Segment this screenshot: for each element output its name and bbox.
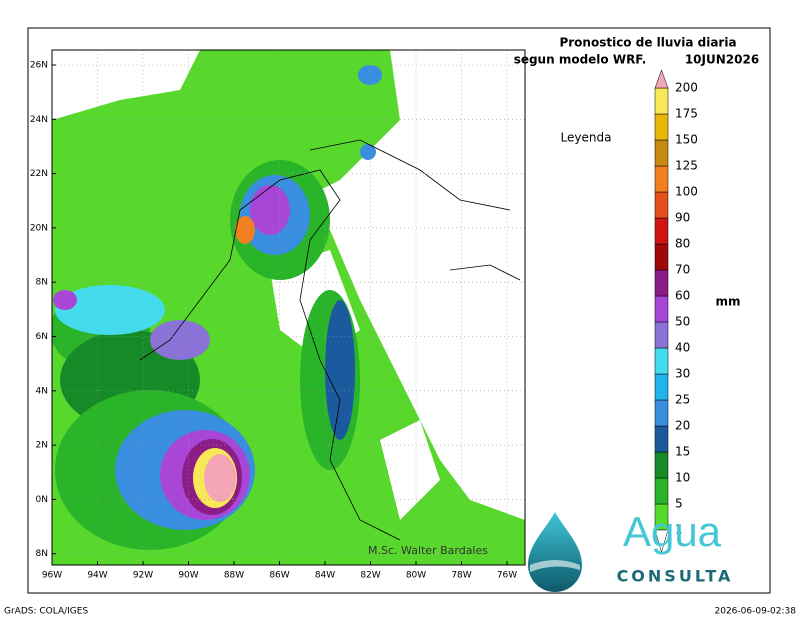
colorbar-label: 70 <box>675 263 690 277</box>
footer-right: 2026-06-09-02:38 <box>715 607 797 617</box>
colorbar-segment <box>654 425 669 453</box>
lon-label: 94W <box>87 571 107 581</box>
colorbar-segment <box>654 451 669 479</box>
colorbar-label: 5 <box>675 497 683 511</box>
logo-word: CONSULTA <box>617 567 734 586</box>
lat-label: 20N <box>30 223 48 233</box>
lat-label: 4N <box>36 386 48 396</box>
colorbar-label: 175 <box>675 107 698 121</box>
lon-label: 96W <box>42 571 62 581</box>
colorbar-segment <box>654 243 669 271</box>
map-frame <box>51 49 526 566</box>
colorbar-label: 100 <box>675 185 698 199</box>
colorbar-segment <box>654 347 669 375</box>
lon-labels: 96W 94W 92W 90W 88W 86W 84W 82W 80W 78W 76W <box>42 571 517 581</box>
colorbar-segment <box>654 477 669 505</box>
lat-label: 8N <box>36 278 48 288</box>
frame <box>27 27 771 594</box>
date: 10JUN2026 <box>685 53 759 67</box>
lon-label: 80W <box>406 571 426 581</box>
unit: mm <box>715 295 740 309</box>
colorbar-label: 80 <box>675 237 690 251</box>
lon-label: 84W <box>315 571 335 581</box>
colorbar-segment <box>654 321 669 349</box>
colorbar-label: 200 <box>675 81 698 95</box>
lon-label: 92W <box>133 571 153 581</box>
lat-label: 8N <box>36 549 48 559</box>
author: M.Sc. Walter Bardales <box>368 544 488 557</box>
colorbar-label: 30 <box>675 367 690 381</box>
colorbar-segment <box>654 399 669 427</box>
colorbar-label: 1 <box>675 523 683 537</box>
lat-label: 6N <box>36 332 48 342</box>
colorbar-segment <box>654 139 669 167</box>
colorbar-segment <box>654 165 669 193</box>
lat-label: 24N <box>30 115 48 125</box>
lat-label: 22N <box>30 169 48 179</box>
colorbar-label: 50 <box>675 315 690 329</box>
colorbar-label: 150 <box>675 133 698 147</box>
colorbar-segment <box>654 373 669 401</box>
map <box>52 50 525 565</box>
lat-label: 2N <box>36 441 48 451</box>
footer-left: GrADS: COLA/IGES <box>4 607 88 617</box>
colorbar-label: 10 <box>675 471 690 485</box>
colorbar-below <box>654 529 669 553</box>
logo: Agua CONSULTA <box>528 508 734 592</box>
colorbar-segment <box>654 191 669 219</box>
lat-label: 0N <box>36 495 48 505</box>
lon-label: 78W <box>451 571 471 581</box>
lon-label: 76W <box>497 571 517 581</box>
colorbar-label: 125 <box>675 159 698 173</box>
colorbar-segment <box>654 295 669 323</box>
colorbar-label: 20 <box>675 419 690 433</box>
grid <box>51 50 525 565</box>
colorbar-segment <box>654 269 669 297</box>
subtitle: segun modelo WRF. <box>514 53 647 67</box>
lon-label: 88W <box>224 571 244 581</box>
colorbar-label: 90 <box>675 211 690 225</box>
colorbar-label: 40 <box>675 341 690 355</box>
colorbar-label: 25 <box>675 393 690 407</box>
title: Pronostico de lluvia diaria <box>559 36 736 50</box>
legend-title: Leyenda <box>561 131 612 145</box>
lon-label: 82W <box>360 571 380 581</box>
logo-word: Agua <box>623 508 722 555</box>
lat-labels: 26N 24N 22N 20N 8N 6N 4N 2N 0N 8N <box>30 61 48 560</box>
colorbar-segment <box>654 113 669 141</box>
lat-label: 26N <box>30 61 48 71</box>
lon-label: 90W <box>178 571 198 581</box>
colorbar-above <box>654 69 669 89</box>
lon-label: 86W <box>269 571 289 581</box>
colorbar-segment <box>654 87 669 115</box>
colorbar-label: 15 <box>675 445 690 459</box>
colorbar-label: 60 <box>675 289 690 303</box>
colorbar-segment <box>654 217 669 245</box>
